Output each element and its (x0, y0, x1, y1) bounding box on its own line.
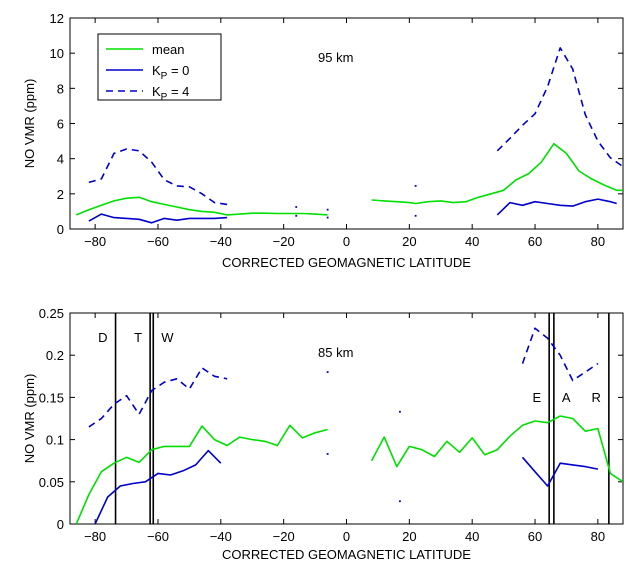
y-tick-label: 0.25 (39, 306, 64, 321)
x-tick-label: 40 (465, 234, 479, 249)
data-point (414, 185, 417, 187)
region-label: R (591, 390, 600, 405)
x-tick-label: −60 (147, 529, 169, 544)
x-tick-label: 0 (343, 529, 350, 544)
series-line-kp4 (88, 148, 228, 206)
x-tick-label: −80 (84, 234, 106, 249)
x-tick-label: −40 (210, 529, 232, 544)
chart-panel-1: −80 −60 −40 −20 0 20 40 60 80 0 2 4 6 8 10 12 CORRECTED … (22, 11, 624, 270)
y-tick-label: 8 (57, 81, 64, 96)
data-point (399, 500, 401, 503)
data-point (326, 453, 329, 455)
legend-label-subscript: P (161, 71, 168, 82)
legend-label-mean: mean (152, 42, 185, 57)
x-tick-label: 60 (528, 529, 542, 544)
series-line-mean (75, 424, 328, 524)
region-label: W (161, 330, 174, 345)
series-line-kp4 (496, 47, 623, 168)
legend-label-main: K (152, 84, 161, 99)
x-tick-label: 20 (402, 529, 416, 544)
data-point (295, 214, 298, 217)
legend-label-suffix: = 4 (167, 84, 189, 99)
legend-label-subscript: P (161, 92, 168, 103)
y-tick-label: 0.05 (39, 475, 64, 490)
y-tick-label: 2 (57, 187, 64, 202)
series-line-kp4 (88, 367, 228, 428)
x-tick-label: −20 (273, 529, 295, 544)
x-tick-label: −80 (84, 529, 106, 544)
y-tick-label: 6 (57, 117, 64, 132)
data-point (414, 214, 417, 217)
series-line-kp0 (94, 449, 222, 524)
altitude-annotation: 95 km (318, 50, 353, 65)
y-tick-label: 0.2 (46, 348, 64, 363)
y-tick-label: 0.1 (46, 433, 64, 448)
altitude-annotation: 85 km (318, 345, 353, 360)
y-tick-label: 0 (57, 222, 64, 237)
data-point (295, 206, 298, 208)
legend-label-main: K (152, 63, 161, 78)
region-label: T (134, 330, 142, 345)
x-tick-label: −60 (147, 234, 169, 249)
x-tick-label: 20 (402, 234, 416, 249)
chart-panel-2: −80 −60 −40 −20 0 20 40 60 80 0 0.05 0.1 0.15 0.2 0.25… (22, 306, 624, 562)
series-line-mean (75, 196, 328, 216)
x-tick-label: 80 (591, 529, 605, 544)
x-tick-label: 0 (343, 234, 350, 249)
y-tick-label: 10 (50, 46, 64, 61)
data-layer (75, 47, 623, 224)
legend-label-kp4: KP = 4 (152, 84, 189, 103)
data-point (399, 410, 401, 413)
series-line-mean (371, 142, 623, 205)
region-label: E (532, 390, 541, 405)
x-tick-label: 60 (528, 234, 542, 249)
x-axis-label: CORRECTED GEOMAGNETIC LATITUDE (222, 547, 471, 562)
x-axis-label: CORRECTED GEOMAGNETIC LATITUDE (222, 255, 471, 270)
y-axis-label: NO VMR (ppm) (22, 374, 37, 464)
series-line-mean (370, 415, 623, 483)
x-tick-label: −20 (273, 234, 295, 249)
data-point (326, 371, 329, 373)
series-line-kp0 (521, 456, 599, 487)
region-label: D (98, 330, 107, 345)
x-tick-label: 80 (591, 234, 605, 249)
legend-label-suffix: = 0 (167, 63, 189, 78)
y-tick-label: 0 (57, 517, 64, 532)
x-tick-label: −40 (210, 234, 232, 249)
series-line-kp0 (88, 213, 228, 224)
y-tick-label: 0.15 (39, 390, 64, 405)
legend-box (97, 33, 222, 101)
data-layer (75, 313, 623, 524)
series-line-kp0 (496, 198, 617, 216)
data-point (326, 216, 329, 219)
data-point (326, 208, 329, 211)
region-label: A (562, 390, 571, 405)
series-line-kp4 (521, 327, 599, 382)
legend-label-kp0: KP = 0 (152, 63, 189, 82)
legend-label-main: mean (152, 42, 185, 57)
y-tick-label: 4 (57, 152, 64, 167)
x-tick-label: 40 (465, 529, 479, 544)
y-tick-label: 12 (50, 11, 64, 26)
y-axis-label: NO VMR (ppm) (22, 79, 37, 169)
